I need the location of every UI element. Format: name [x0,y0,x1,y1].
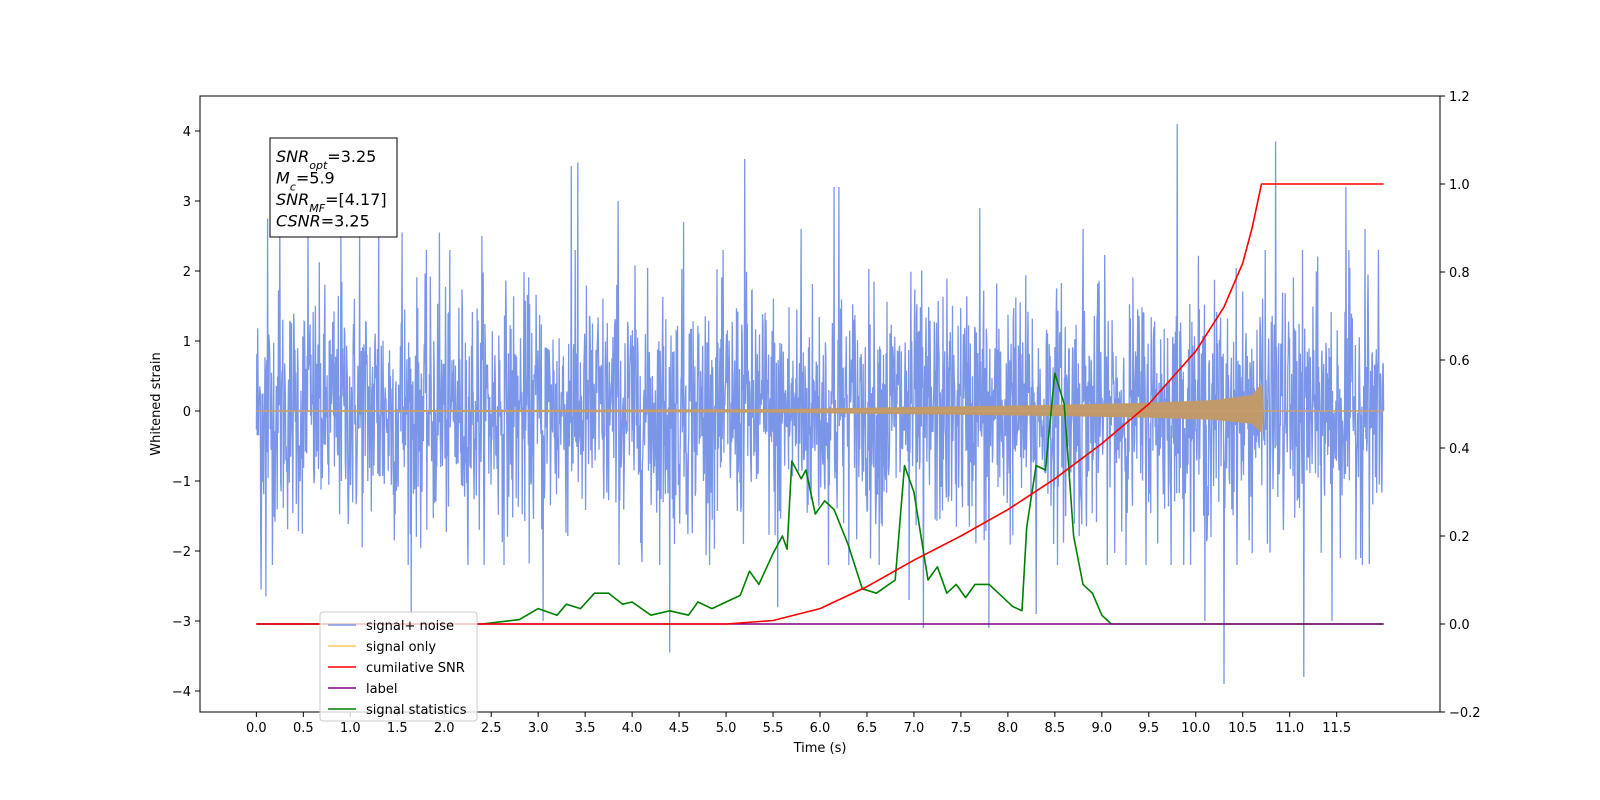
x-tick-label: 7.5 [951,721,972,736]
series-signal-statistics-line [256,372,1384,625]
y-left-tick-label: 3 [183,195,191,210]
info-main: CSNR [276,212,321,231]
y-left-tick-label: −4 [172,685,191,700]
info-sub: opt [309,159,328,172]
x-tick-label: 3.0 [528,721,549,736]
y-right-tick-label: 0.8 [1449,266,1470,281]
y-left-tick-label: 4 [183,125,191,140]
x-tick-label: 2.0 [434,721,455,736]
y-left-tick-label: −3 [172,615,191,630]
series-signal-noise-line [255,123,1385,685]
y-right-tick-label: 1.0 [1449,178,1470,193]
info-value: =3.25 [321,212,370,231]
legend-label: signal+ noise [366,619,454,634]
series-layer [255,123,1385,685]
x-tick-label: 9.5 [1138,721,1159,736]
info-box-line: SNRMF=[4.17] [276,190,387,215]
y-axis-label: Whitened strain [149,352,164,455]
info-main: M [276,169,290,188]
x-tick-label: 6.0 [810,721,831,736]
info-box-line: SNRopt=3.25 [276,147,376,172]
x-tick-label: 5.5 [763,721,784,736]
x-tick-label: 2.5 [481,721,502,736]
info-sub: MF [309,202,325,215]
x-tick-label: 5.0 [716,721,737,736]
series-cumulative-snr-line [256,183,1384,625]
x-tick-label: 10.5 [1228,721,1257,736]
y-left-tick-label: 0 [183,405,191,420]
legend-label: cumilative SNR [366,661,465,676]
info-box-line: CSNR=3.25 [276,212,370,231]
x-tick-label: 3.5 [575,721,596,736]
x-tick-label: 6.5 [857,721,878,736]
x-tick-label: 1.5 [387,721,408,736]
y-axis-left: 4 3 2 1 0 −1 −2 −3 −4 [172,125,200,700]
y-left-tick-label: −1 [172,475,191,490]
info-value: =3.25 [327,147,376,166]
y-right-tick-label: 0.2 [1449,530,1470,545]
y-axis-right: 1.2 1.0 0.8 0.6 0.4 0.2 0.0 −0.2 [1440,90,1481,721]
y-left-tick-label: 2 [183,265,191,280]
y-left-tick-label: 1 [183,335,191,350]
info-value: =5.9 [296,169,335,188]
info-sub: c [290,180,296,193]
legend-label: signal statistics [366,703,467,718]
y-right-tick-label: 0.6 [1449,354,1470,369]
x-tick-label: 8.0 [998,721,1019,736]
x-tick-label: 7.0 [904,721,925,736]
x-tick-label: 0.0 [246,721,267,736]
y-right-tick-label: 0.4 [1449,442,1470,457]
x-tick-label: 10.0 [1181,721,1210,736]
y-left-tick-label: −2 [172,545,191,560]
info-value: =[4.17] [325,190,387,209]
info-box-frame [269,137,398,238]
legend-label: signal only [366,640,436,655]
y-right-tick-label: 1.2 [1449,90,1470,105]
x-axis: 0.0 0.5 1.0 1.5 2.0 2.5 3.0 3.5 4.0 4.5 5.0 5.5 6.0 6… [246,712,1351,736]
x-tick-label: 1.0 [340,721,361,736]
x-tick-label: 4.5 [669,721,690,736]
y-right-tick-label: −0.2 [1449,706,1481,721]
series-signal-only-envelope [256,383,1384,434]
legend-frame [319,611,478,722]
x-tick-label: 0.5 [293,721,314,736]
y-right-tick-label: 0.0 [1449,618,1470,633]
x-axis-label: Time (s) [793,741,847,756]
x-tick-label: 11.5 [1322,721,1351,736]
x-tick-label: 8.5 [1045,721,1066,736]
x-tick-label: 9.0 [1091,721,1112,736]
legend: signal+ noise signal only cumilative SNR la… [319,611,478,722]
info-main: SNR [276,147,309,166]
legend-label: label [366,682,397,697]
info-box-line: Mc=5.9 [276,169,335,194]
info-main: SNR [276,190,309,209]
x-tick-label: 4.0 [622,721,643,736]
x-tick-label: 11.0 [1275,721,1304,736]
